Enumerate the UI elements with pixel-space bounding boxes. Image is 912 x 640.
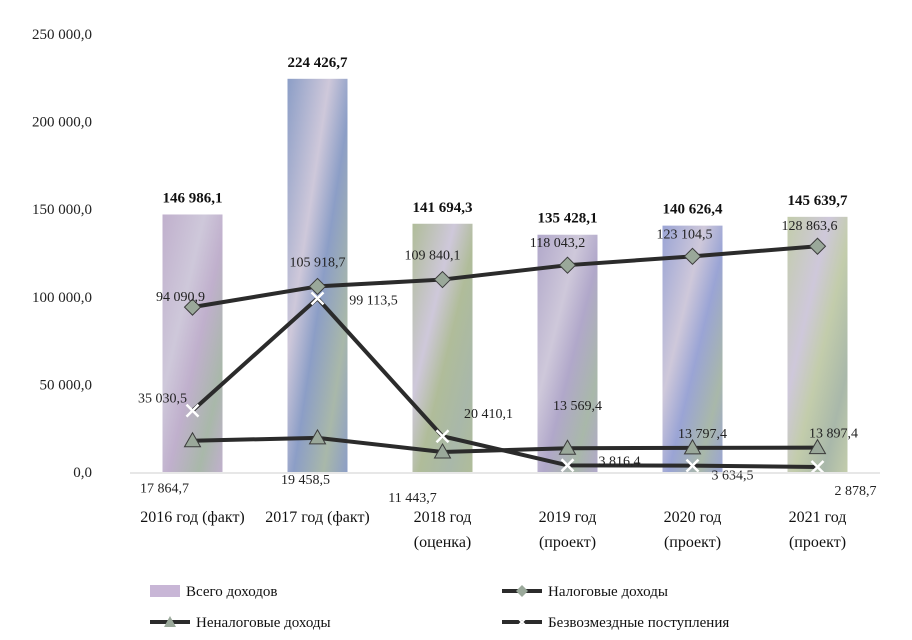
data-label: 118 043,2 bbox=[530, 236, 585, 251]
y-tick-label: 200 000,0 bbox=[32, 115, 92, 131]
data-label: 128 863,6 bbox=[782, 219, 838, 234]
data-label: 13 897,4 bbox=[809, 427, 858, 442]
point-diamond bbox=[808, 237, 827, 255]
category-label: 2017 год (факт) bbox=[265, 509, 370, 526]
legend-swatch-total-income bbox=[150, 585, 180, 597]
y-tick-label: 250 000,0 bbox=[32, 27, 92, 43]
bar-total-income bbox=[162, 214, 223, 472]
category-label: 2016 год (факт) bbox=[140, 509, 245, 526]
y-tick-label: 0,0 bbox=[73, 465, 92, 481]
point-diamond bbox=[433, 270, 452, 289]
line-series bbox=[183, 237, 827, 474]
data-label: 99 113,5 bbox=[349, 293, 397, 308]
bar-total-income bbox=[287, 78, 348, 473]
point-triangle bbox=[558, 439, 577, 455]
data-label: 13 569,4 bbox=[553, 399, 602, 414]
x-axis: 2016 год (факт) 2017 год (факт) 2018 год (о… bbox=[130, 472, 880, 551]
legend-diamond-marker bbox=[516, 585, 528, 597]
category-label: (оценка) bbox=[414, 534, 472, 551]
category-label: (проект) bbox=[664, 534, 721, 551]
total-label: 135 428,1 bbox=[538, 211, 598, 227]
data-label: 2 878,7 bbox=[835, 484, 877, 499]
y-axis: 0,0 50 000,0 100 000,0 150 000,0 200 000,0 25… bbox=[32, 27, 92, 481]
point-cross bbox=[685, 458, 700, 473]
point-cross bbox=[185, 403, 200, 418]
data-label: 109 840,1 bbox=[405, 249, 461, 264]
bar-total-income bbox=[537, 234, 598, 472]
data-label: 20 410,1 bbox=[464, 407, 513, 422]
data-label: 17 864,7 bbox=[140, 482, 189, 497]
legend-label: Налоговые доходы bbox=[548, 584, 668, 600]
data-labels: 146 986,1 224 426,7 141 694,3 135 428,1 140 … bbox=[138, 55, 877, 506]
point-cross bbox=[310, 291, 325, 306]
total-label: 145 639,7 bbox=[788, 193, 849, 209]
bar-series bbox=[162, 78, 848, 473]
point-cross bbox=[560, 458, 575, 473]
category-label: 2019 год bbox=[539, 509, 597, 526]
data-label: 3 634,5 bbox=[712, 469, 754, 484]
point-diamond bbox=[308, 277, 327, 296]
line-diamond bbox=[192, 244, 818, 310]
data-label: 11 443,7 bbox=[388, 491, 436, 506]
category-label: (проект) bbox=[789, 534, 846, 551]
data-label: 105 918,7 bbox=[290, 255, 346, 270]
point-triangle bbox=[308, 428, 327, 445]
data-label: 13 797,4 bbox=[678, 427, 727, 442]
line-cross bbox=[191, 296, 818, 469]
bar-total-income bbox=[787, 216, 848, 472]
point-diamond bbox=[558, 256, 577, 274]
category-label: (проект) bbox=[539, 534, 596, 551]
data-label: 94 090,9 bbox=[156, 290, 205, 305]
point-triangle bbox=[683, 438, 702, 455]
y-tick-label: 100 000,0 bbox=[32, 290, 92, 306]
legend-triangle-marker bbox=[164, 616, 176, 627]
point-cross bbox=[810, 460, 825, 474]
total-label: 224 426,7 bbox=[288, 55, 349, 71]
point-diamond bbox=[683, 247, 702, 266]
legend-label: Всего доходов bbox=[186, 584, 278, 600]
category-label: 2020 год bbox=[664, 509, 722, 526]
data-label: 123 104,5 bbox=[657, 227, 713, 242]
legend-label: Безвозмездные поступления bbox=[548, 615, 729, 631]
point-triangle bbox=[433, 442, 452, 459]
bar-total-income bbox=[412, 223, 473, 472]
data-label: 35 030,5 bbox=[138, 392, 187, 407]
point-triangle bbox=[183, 431, 202, 448]
total-label: 146 986,1 bbox=[163, 190, 223, 206]
point-cross bbox=[435, 429, 450, 444]
total-label: 141 694,3 bbox=[413, 200, 473, 216]
point-diamond bbox=[183, 298, 202, 316]
category-label: 2021 год bbox=[789, 509, 847, 526]
point-triangle bbox=[808, 438, 827, 455]
legend: Всего доходов Налоговые доходы Неналоговые… bbox=[150, 584, 729, 631]
bar-total-income bbox=[662, 225, 723, 472]
category-label: 2018 год bbox=[414, 509, 472, 526]
y-tick-label: 50 000,0 bbox=[40, 377, 93, 393]
data-label: 3 816,4 bbox=[599, 454, 641, 469]
data-label: 19 458,5 bbox=[281, 473, 330, 488]
legend-label: Неналоговые доходы bbox=[196, 615, 331, 631]
legend-cross-marker bbox=[517, 617, 527, 627]
y-tick-label: 150 000,0 bbox=[32, 202, 92, 218]
total-label: 140 626,4 bbox=[663, 202, 724, 218]
